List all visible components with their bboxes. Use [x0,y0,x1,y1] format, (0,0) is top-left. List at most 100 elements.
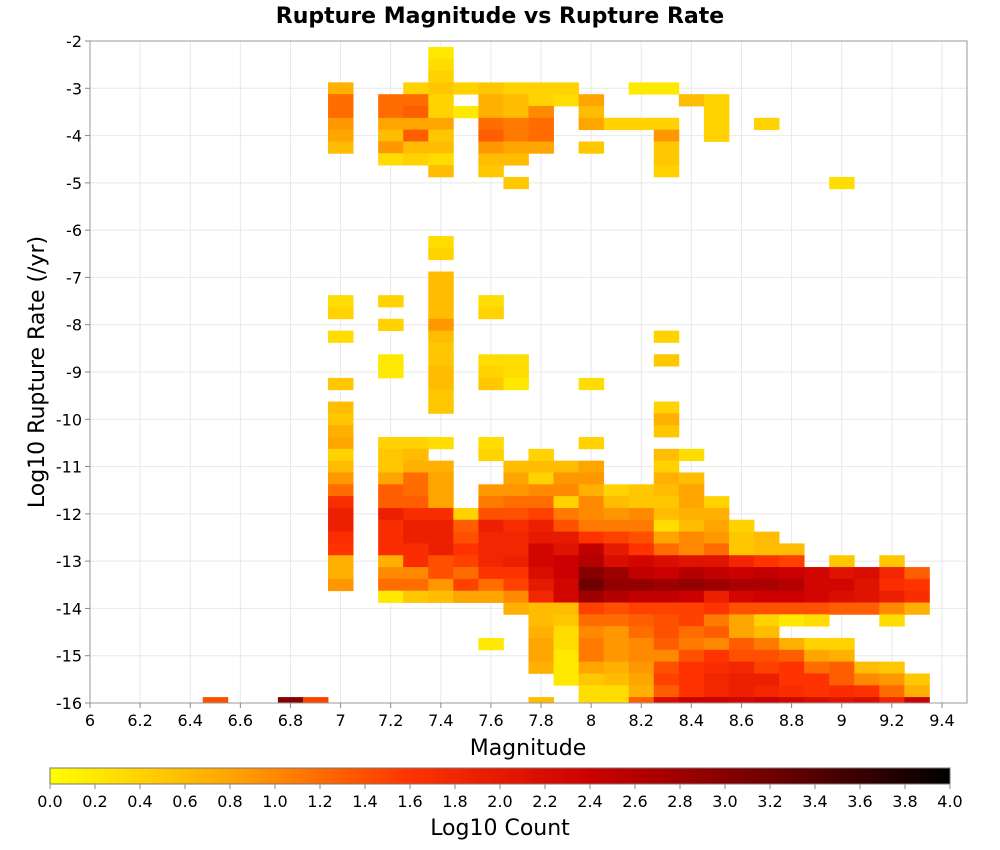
heatmap-cell [678,543,705,556]
heatmap-cell [603,543,630,556]
heatmap-cell [428,366,454,379]
heatmap-cell [302,697,329,704]
heatmap-cell [428,153,454,166]
heatmap-cell [829,661,855,674]
heatmap-cell [754,661,780,674]
heatmap-cell [478,295,504,308]
heatmap-cell [804,567,830,580]
heatmap-cell [478,484,504,497]
heatmap-cell [328,425,354,438]
heatmap-cell [403,555,429,568]
heatmap-cell [678,507,705,521]
heatmap-cell [528,661,554,674]
heatmap-cell [578,496,605,509]
heatmap-cell [428,247,454,261]
heatmap-cell [478,555,504,568]
heatmap-cell [703,637,730,651]
heatmap-cell [528,448,554,462]
heatmap-cell [453,590,479,603]
heatmap-cell [879,555,905,568]
heatmap-cell [728,543,755,556]
heatmap-cell [478,377,504,391]
x-tick-label: 7.6 [478,711,503,730]
heatmap-cell [378,141,404,154]
heatmap-cell [478,306,504,320]
x-tick-label: 9.4 [929,711,954,730]
heatmap-cell [503,531,529,544]
heatmap-cell [503,567,529,580]
heatmap-cell [678,484,705,497]
heatmap-cell [578,377,605,391]
heatmap-cell [328,94,354,107]
heatmap-cell [528,472,554,485]
heatmap-cell [578,531,605,544]
heatmap-cell [478,165,504,178]
heatmap-cell [478,567,504,580]
heatmap-cell [628,649,655,663]
heatmap-cell [854,578,880,592]
heatmap-cell [703,567,730,580]
heatmap-cell [428,484,454,497]
heatmap-cell [478,117,504,131]
heatmap-cell [779,661,805,674]
heatmap-cell [503,176,529,190]
heatmap-cell [653,425,680,438]
heatmap-cell [378,129,404,142]
heatmap-cell [428,507,454,521]
heatmap-cell [578,567,605,580]
colorbar-ticks: 0.0 0.2 0.4 0.6 0.8 1.0 1.2 1.4 1.6 1.8 2.0 2.2 2.4 2… [37,784,963,811]
heatmap-cell [403,448,429,462]
colorbar-tick-label: 3.0 [712,792,737,811]
heatmap-cell [628,543,655,556]
heatmap-cell [328,437,354,450]
heatmap-cell [653,460,680,473]
heatmap-cell [854,602,880,615]
heatmap-cell [754,567,780,580]
heatmap-cell [478,578,504,592]
heatmap-cell [628,484,655,497]
heatmap-cell [528,649,554,663]
heatmap-cell [829,649,855,663]
heatmap-cell [628,117,655,131]
x-tick-label: 7.8 [528,711,553,730]
heatmap-cell [829,590,855,603]
heatmap-cell [378,472,404,485]
heatmap-cell [804,578,830,592]
heatmap-cell [553,661,580,674]
heatmap-cell [528,590,554,603]
heatmap-cell [703,507,730,521]
heatmap-cell [804,685,830,698]
heatmap-cell [703,673,730,686]
heatmap-cell [478,366,504,379]
heatmap-cell [503,129,529,142]
heatmap-cell [403,578,429,592]
heatmap-cell [428,377,454,391]
heatmap-cell [428,165,454,178]
heatmap-cell [403,590,429,603]
colorbar-tick-label: 3.8 [892,792,917,811]
y-axis-ticks: -2 -3 -4 -5 -6 -7 -8 -9 -10 -11 -12 -13 -14 -15 -16 [56,32,90,713]
heatmap-cell [328,82,354,95]
heatmap-cell [503,472,529,485]
heatmap-cell [328,413,354,426]
heatmap-cell [453,578,479,592]
heatmap-cell [503,460,529,473]
heatmap-cell [403,94,429,107]
heatmap-cell [754,626,780,639]
heatmap-cell [779,567,805,580]
x-tick-label: 8.2 [629,711,654,730]
heatmap-cell [553,590,580,603]
heatmap-cell [678,649,705,663]
heatmap-cell [703,602,730,615]
heatmap-cell [603,578,630,592]
heatmap-cell [703,531,730,544]
heatmap-cell [553,472,580,485]
heatmap-cell [879,661,905,674]
heatmap-cell [904,697,930,704]
heatmap-cell [678,697,705,704]
heatmap-cell [578,543,605,556]
heatmap-cell [528,94,554,107]
x-tick-label: 6.4 [178,711,203,730]
heatmap-cell [728,567,755,580]
heatmap-cell [428,555,454,568]
